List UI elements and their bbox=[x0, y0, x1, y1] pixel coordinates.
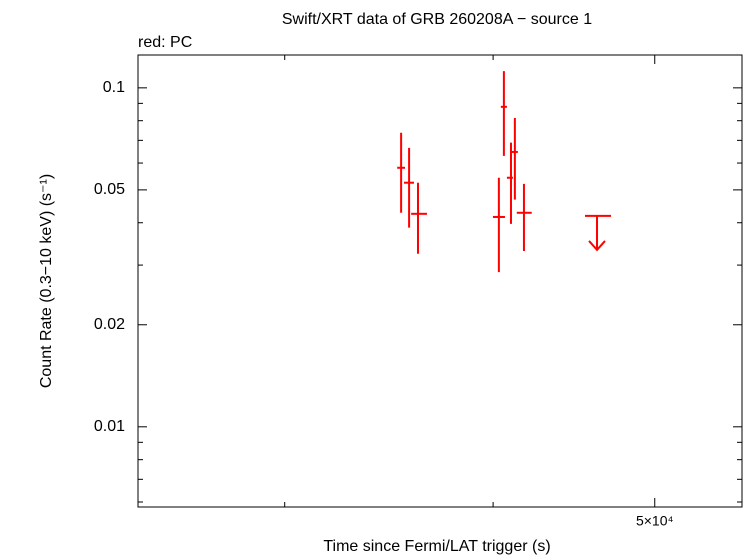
y-axis-label: Count Rate (0.3−10 keV) (s⁻¹) bbox=[38, 174, 55, 388]
y-tick-label: 0.05 bbox=[94, 181, 125, 198]
y-tick-label: 0.02 bbox=[94, 316, 125, 333]
plot-frame bbox=[137, 54, 743, 508]
x-tick-label: 5×10⁴ bbox=[636, 513, 674, 529]
upper-limit-arrow bbox=[588, 215, 606, 252]
x-axis-label: Time since Fermi/LAT trigger (s) bbox=[323, 538, 550, 555]
chart-subtitle: red: PC bbox=[138, 34, 192, 51]
y-tick-label: 0.1 bbox=[103, 79, 125, 96]
chart-title: Swift/XRT data of GRB 260208A − source 1 bbox=[282, 11, 592, 28]
y-tick-label: 0.01 bbox=[94, 418, 125, 435]
